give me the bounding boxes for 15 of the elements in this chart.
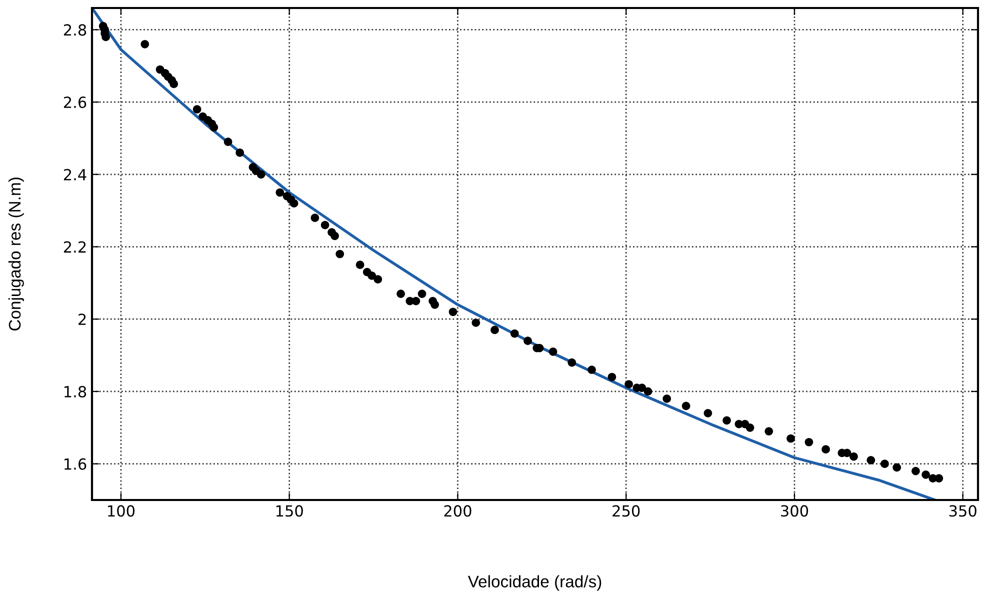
x-tick-label: 300	[781, 505, 808, 517]
x-axis-title: Velocidade (rad/s)	[468, 575, 602, 591]
x-tick-label: 200	[444, 505, 472, 517]
x-tick-label: 150	[276, 505, 303, 517]
y-tick-label: 2.4	[64, 168, 86, 180]
y-tick-label: 2.6	[64, 96, 86, 108]
y-tick-label: 2.2	[64, 241, 86, 253]
y-tick-label: 1.8	[64, 386, 86, 398]
y-tick-label: 2	[78, 314, 86, 325]
y-tick-label: 2.8	[64, 24, 86, 36]
x-tick-label: 350	[949, 505, 976, 517]
x-tick-label: 100	[108, 505, 135, 517]
y-axis-title: Conjugado res (N.m)	[8, 178, 24, 330]
x-tick-label: 250	[612, 505, 640, 517]
y-tick-label: 1.6	[64, 458, 86, 470]
